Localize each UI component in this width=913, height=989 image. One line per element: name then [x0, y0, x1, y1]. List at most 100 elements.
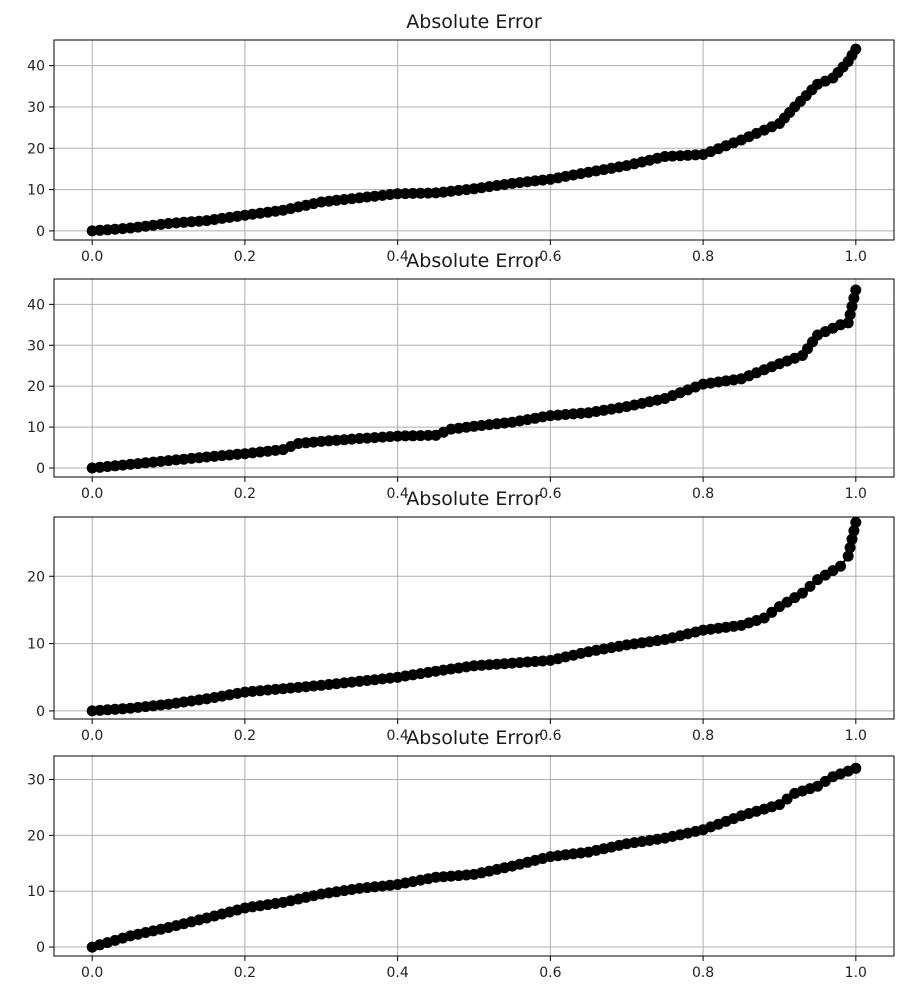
- data-point-13: [583, 846, 594, 858]
- chart-panel-3: 0.0 0.2 0.4 0.6 0.8 1.0 0 10 20 Absolute Error: [27, 488, 895, 744]
- data-point-24: [842, 317, 854, 329]
- x-tick-label-3: 0.6: [539, 486, 561, 502]
- data-point-23: [850, 43, 862, 55]
- data-point-19: [789, 101, 801, 113]
- data-point-1: [124, 702, 136, 714]
- data-point-12: [544, 173, 556, 185]
- x-tick-label-0: 0.0: [81, 486, 103, 502]
- data-point-12: [468, 420, 480, 432]
- data-point-11: [506, 657, 518, 669]
- data-point-14: [621, 160, 633, 172]
- data-point-8: [392, 879, 404, 890]
- data-point-4: [239, 448, 251, 460]
- marker-fill-group: [94, 49, 858, 236]
- data-point-16: [697, 149, 709, 160]
- data-point-15: [659, 634, 671, 645]
- data-point-25: [850, 284, 862, 296]
- data-point-12: [544, 654, 556, 666]
- data-point-16: [697, 624, 709, 636]
- data-point-7: [354, 882, 365, 894]
- x-tick-label-3: 0.6: [539, 249, 561, 265]
- data-point-21: [796, 350, 808, 361]
- series-line: [92, 522, 857, 712]
- y-tick-label-3: 30: [27, 772, 45, 788]
- data-point-2: [163, 698, 174, 710]
- x-tick-label-4: 0.8: [692, 486, 714, 502]
- data-point-11: [506, 860, 518, 872]
- chart-title: Absolute Error: [406, 727, 542, 749]
- x-tick-label-1: 0.2: [234, 728, 256, 744]
- marker-fill-group: [94, 525, 860, 716]
- y-tick-label-2: 20: [27, 828, 45, 844]
- x-tick-label-5: 1.0: [845, 965, 867, 981]
- x-tick-label-1: 0.2: [234, 249, 256, 265]
- data-point-5: [277, 204, 289, 216]
- x-tick-label-4: 0.8: [692, 728, 714, 744]
- x-tick-label-2: 0.4: [387, 249, 409, 265]
- x-tick-label-5: 1.0: [845, 728, 867, 744]
- data-point-14: [621, 639, 633, 651]
- data-point-20: [774, 358, 785, 370]
- data-point-10: [468, 660, 480, 672]
- chart-title: Absolute Error: [406, 11, 542, 33]
- marker-fill: [766, 606, 778, 618]
- data-point-16: [697, 824, 709, 836]
- y-tick-label-1: 10: [27, 884, 45, 900]
- data-point-7: [354, 675, 365, 687]
- x-tick-label-4: 0.8: [692, 249, 714, 265]
- marker-fill: [848, 292, 860, 304]
- data-point-17: [735, 619, 747, 631]
- data-point-11: [506, 177, 518, 189]
- data-point-18: [774, 118, 785, 129]
- axes-frame: [53, 755, 895, 957]
- data-point-15: [583, 407, 594, 419]
- data-point-19: [789, 787, 801, 799]
- data-point-15: [659, 832, 671, 844]
- data-point-7: [354, 192, 365, 204]
- data-point-21: [812, 574, 824, 586]
- data-point-14: [544, 410, 556, 422]
- data-point-4: [239, 686, 251, 698]
- y-tick-label-2: 20: [27, 141, 45, 157]
- data-point-6: [315, 888, 327, 900]
- data-point-9: [430, 871, 442, 883]
- x-tick-label-3: 0.6: [539, 728, 561, 744]
- data-point-5: [277, 444, 289, 456]
- data-point-2: [163, 455, 174, 467]
- y-tick-label-4: 40: [27, 297, 45, 313]
- x-tick-label-2: 0.4: [387, 728, 409, 744]
- marker-fill: [781, 793, 793, 805]
- marker-fill: [846, 533, 858, 545]
- axes-frame: [53, 39, 895, 241]
- marker-fill: [422, 429, 434, 441]
- y-tick-label-0: 0: [36, 940, 45, 956]
- data-point-22: [812, 329, 824, 341]
- x-tick-label-2: 0.4: [387, 965, 409, 981]
- y-tick-label-0: 0: [36, 704, 45, 720]
- data-point-23: [842, 550, 854, 562]
- y-tick-label-0: 0: [36, 461, 45, 477]
- data-point-17: [659, 393, 671, 404]
- data-point-3: [201, 912, 213, 924]
- x-tick-label-0: 0.0: [81, 965, 103, 981]
- data-point-6: [292, 438, 304, 449]
- x-tick-label-1: 0.2: [234, 965, 256, 981]
- x-tick-label-5: 1.0: [845, 486, 867, 502]
- data-point-15: [659, 151, 671, 162]
- x-tick-label-4: 0.8: [692, 965, 714, 981]
- y-tick-label-1: 10: [27, 183, 45, 199]
- data-point-2: [163, 922, 174, 933]
- data-point-0: [86, 225, 98, 237]
- data-point-22: [835, 560, 846, 572]
- data-point-19: [735, 373, 747, 385]
- data-point-8: [392, 671, 404, 683]
- chart-title: Absolute Error: [406, 250, 542, 272]
- data-point-18: [758, 612, 770, 624]
- data-point-10: [430, 429, 442, 441]
- data-point-12: [544, 851, 556, 863]
- data-point-9: [430, 187, 442, 199]
- data-point-17: [735, 134, 747, 146]
- data-point-22: [842, 56, 854, 67]
- data-point-1: [124, 930, 136, 942]
